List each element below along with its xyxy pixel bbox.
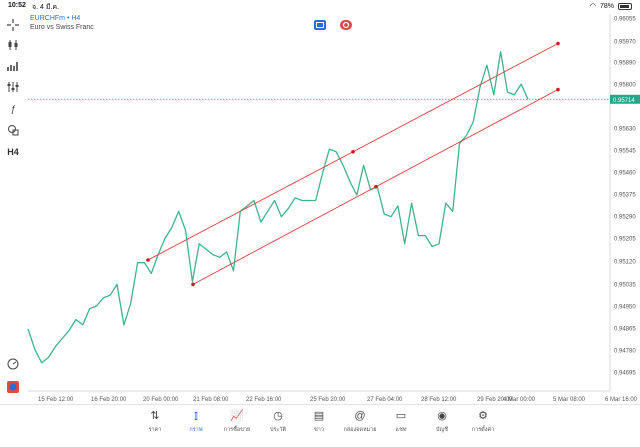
tab-history[interactable]: ◷ ประวัติ	[258, 409, 298, 434]
price-tick-label: 0.94695	[614, 371, 636, 377]
battery-percent: 78%	[599, 2, 614, 10]
time-tick-label: 21 Feb 08:00	[193, 397, 229, 403]
one-click-trading	[314, 20, 352, 30]
candles-icon[interactable]	[5, 37, 21, 53]
price-tick-label: 0.94865	[614, 327, 636, 333]
objects-icon[interactable]	[5, 122, 21, 138]
tab-label: การตั้งค่า	[471, 427, 495, 433]
tab-quotes[interactable]: ⇅ ราคา	[135, 409, 175, 434]
indicators-icon[interactable]	[5, 58, 21, 74]
tab-label: บัญชี	[436, 427, 448, 433]
channel-anchor-point	[146, 258, 150, 262]
status-time: 10:52	[8, 2, 26, 9]
time-tick-label: 6 Mar 16:00	[605, 397, 638, 403]
function-icon[interactable]: ƒ	[10, 104, 16, 114]
price-tick-label: 0.95800	[614, 83, 636, 89]
price-tick-label: 0.94780	[614, 349, 636, 355]
battery-icon	[618, 2, 632, 10]
tab-trade[interactable]: 📈 การซื้อขาย	[217, 409, 257, 434]
tab-label: การซื้อขาย	[223, 427, 251, 433]
history-icon: ◷	[273, 410, 283, 422]
tab-account[interactable]: ◉ บัญชี	[422, 409, 462, 434]
time-tick-label: 22 Feb 16:00	[246, 397, 282, 403]
time-tick-label: 28 Feb 12:00	[421, 397, 457, 403]
tab-chart[interactable]: ⫾ กราฟ	[176, 409, 216, 434]
time-tick-label: 5 Mar 08:00	[553, 397, 586, 403]
price-tick-label: 0.96055	[614, 17, 636, 23]
chart-header: EURCHFm • H4 Euro vs Swiss Franc	[30, 14, 94, 32]
tab-chat[interactable]: ▭ แชท	[381, 409, 421, 434]
time-tick-label: 20 Feb 00:00	[143, 397, 179, 403]
time-tick-label: 4 Mar 00:00	[503, 397, 536, 403]
status-bar: 10:52 จ. 4 มี.ค. ◠ 78%	[0, 0, 640, 13]
price-tick-label: 0.95205	[614, 237, 636, 243]
settings-icon: ⚙	[478, 410, 488, 422]
chat-icon: ▭	[395, 410, 407, 422]
symbol-description: Euro vs Swiss Franc	[30, 24, 94, 31]
tab-news[interactable]: ▤ ข่าว	[299, 409, 339, 434]
news-icon: ▤	[313, 410, 325, 422]
account-icon: ◉	[437, 410, 447, 422]
price-tick-label: 0.95630	[614, 127, 636, 133]
crosshair-icon[interactable]	[5, 17, 21, 33]
broker-logo-icon[interactable]	[5, 379, 21, 395]
chart-icon: ⫾	[194, 410, 198, 422]
price-tick-label: 0.95120	[614, 260, 636, 266]
price-tick-label: 0.95970	[614, 40, 636, 46]
time-tick-label: 15 Feb 12:00	[38, 397, 74, 403]
price-series-line	[27, 50, 529, 364]
quotes-icon: ⇅	[150, 410, 160, 422]
price-tick-label: 0.95035	[614, 283, 636, 289]
tab-label: กราฟ	[189, 427, 203, 433]
channel-anchor-point	[351, 149, 355, 154]
price-tick-label: 0.95460	[614, 171, 636, 177]
price-tick-label: 0.95545	[614, 149, 636, 155]
trade-icon: 📈	[230, 410, 244, 422]
tab-mailbox[interactable]: @ กล่องจดหมาย	[340, 409, 380, 434]
wifi-icon: ◠	[589, 3, 596, 10]
price-tick-label: 0.95375	[614, 193, 636, 199]
time-tick-label: 29 Feb 20:00	[477, 397, 513, 403]
speedometer-icon[interactable]	[5, 356, 21, 372]
time-tick-label: 16 Feb 20:00	[91, 397, 127, 403]
channel-anchor-point	[191, 282, 195, 287]
tab-label: ข่าว	[314, 427, 324, 433]
bottom-tab-bar: ⇅ ราคา ⫾ กราฟ 📈 การซื้อขาย ◷ ประวัติ ▤ ข่าว @ กล่อง…	[0, 404, 640, 447]
price-tick-label: 0.95890	[614, 61, 636, 67]
timeframe-button[interactable]: H4	[7, 147, 19, 157]
tab-settings[interactable]: ⚙ การตั้งค่า	[463, 409, 503, 434]
symbol-timeframe[interactable]: EURCHFm • H4	[30, 15, 81, 22]
price-tick-label: 0.94950	[614, 305, 636, 311]
tab-label: กล่องจดหมาย	[343, 427, 377, 433]
tab-label: ประวัติ	[269, 427, 287, 433]
price-chart[interactable]: 0.96055 0.95970 0.95890 0.95800 0.95630 0.955…	[0, 0, 640, 404]
tab-label: แชท	[395, 427, 407, 433]
status-date: จ. 4 มี.ค.	[32, 4, 60, 11]
time-tick-label: 25 Feb 20:00	[310, 397, 346, 403]
sell-button[interactable]	[314, 20, 326, 30]
channel-anchor-point	[556, 41, 560, 46]
current-price-label: 0.95714	[613, 98, 635, 104]
left-toolbar: ƒ H4	[0, 13, 26, 401]
sliders-icon[interactable]	[5, 79, 21, 95]
tab-label: ราคา	[148, 427, 162, 433]
channel-anchor-point	[374, 184, 378, 189]
price-tick-label: 0.95290	[614, 215, 636, 221]
buy-button[interactable]	[340, 20, 352, 30]
time-tick-label: 27 Feb 04:00	[367, 397, 403, 403]
mailbox-icon: @	[354, 410, 366, 422]
channel-anchor-point	[556, 87, 560, 92]
status-right: ◠ 78%	[590, 2, 632, 10]
current-price-tag	[610, 94, 640, 104]
